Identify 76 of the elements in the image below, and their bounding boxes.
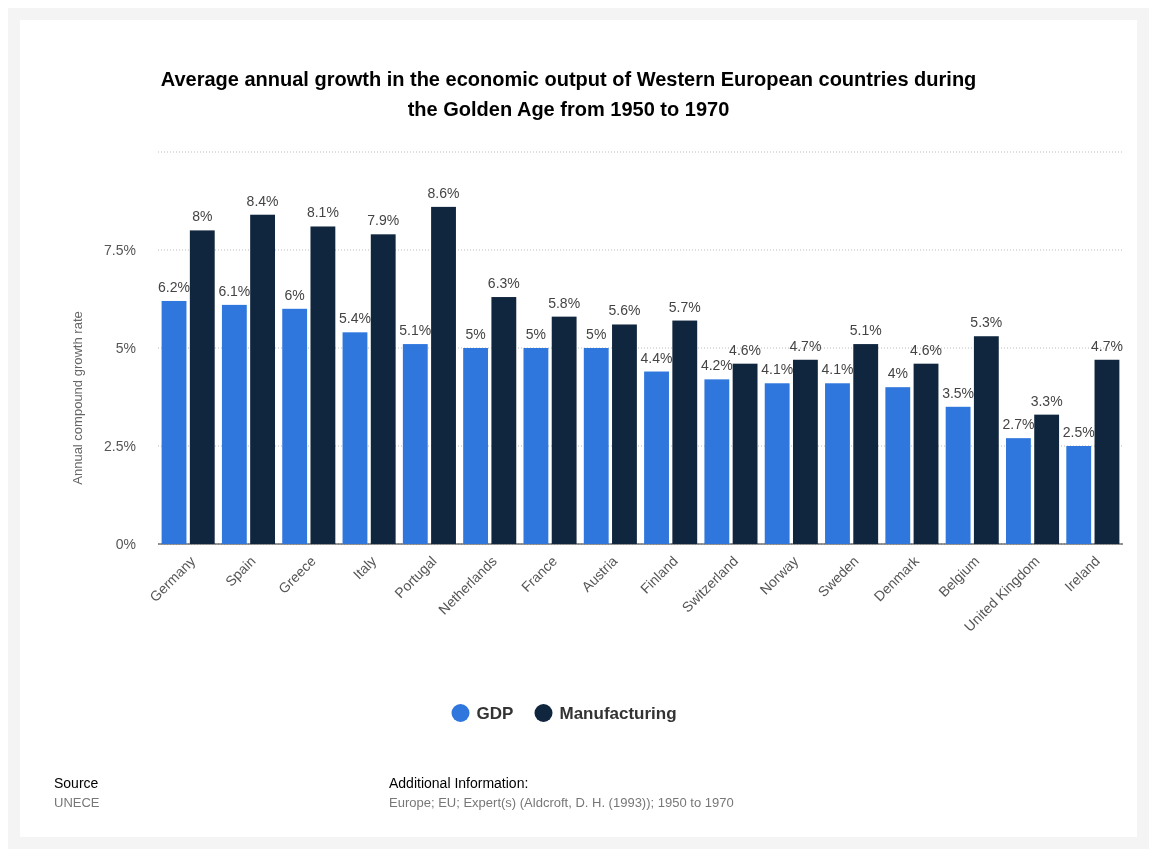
bar [1034, 414, 1060, 544]
data-label: 4.6% [729, 341, 762, 358]
data-label: 4.7% [789, 337, 822, 354]
chart-title: Average annual growth in the economic output of Western European countries during the Golden Age from 1950 to 1970 [160, 68, 977, 120]
data-label: 4.6% [910, 341, 942, 358]
bar [1066, 446, 1092, 544]
y-tick-label: 7.5% [104, 242, 136, 258]
data-label: 7.9% [367, 212, 400, 229]
data-label: 4.2% [700, 357, 733, 374]
bar [732, 363, 758, 544]
data-label: 5.1% [399, 322, 432, 339]
bar [370, 234, 396, 544]
data-label: 6.1% [218, 282, 251, 299]
bar [825, 383, 850, 544]
bar [250, 214, 276, 544]
data-label: 4.7% [1091, 337, 1123, 354]
data-label: 8% [192, 208, 213, 225]
bar [612, 324, 637, 544]
data-label: 5% [586, 326, 607, 342]
data-label: 5.1% [849, 322, 882, 339]
text: Europe; EU; Expert(s) (Aldcroft, D. H. (1993)); 1950 to 1970 [389, 795, 734, 810]
data-label: 5% [525, 326, 547, 342]
bar [221, 304, 247, 544]
data-label: 3.5% [942, 384, 975, 401]
bar [189, 230, 215, 544]
data-label: 6% [284, 286, 305, 303]
legend-label: Manufacturing [559, 704, 677, 723]
bar [704, 379, 730, 544]
data-label: 8.1% [306, 204, 339, 221]
text: Additional Information: [389, 775, 529, 791]
text: UNECE [54, 795, 100, 810]
bar [282, 308, 308, 544]
bar [431, 206, 456, 544]
data-label: 5.8% [548, 294, 581, 311]
bar [672, 320, 698, 544]
y-tick-label: 5% [115, 340, 136, 356]
bar [402, 344, 428, 544]
data-label: 5% [465, 326, 486, 342]
bar [644, 371, 669, 544]
bar [310, 226, 336, 544]
bar [1005, 438, 1031, 544]
bar [885, 387, 911, 544]
y-tick-label: 0% [115, 536, 136, 552]
bar [161, 300, 187, 544]
bar [1094, 359, 1120, 544]
bar [551, 316, 577, 544]
bar [523, 348, 549, 544]
bar [342, 332, 368, 544]
bar [583, 348, 609, 544]
text: Source [54, 775, 99, 791]
bar [853, 344, 879, 544]
data-label: 8.4% [246, 192, 279, 209]
y-tick-label: 2.5% [104, 438, 136, 454]
data-label: 6.3% [487, 275, 520, 292]
data-label: 4.1% [821, 361, 854, 378]
y-axis-title: Annual compound growth rate [70, 311, 85, 485]
data-label: 6.2% [158, 278, 190, 295]
data-label: 3.3% [1030, 392, 1063, 409]
bar [491, 297, 517, 544]
bar [792, 359, 818, 544]
legend-label: GDP [476, 704, 514, 723]
data-label: 5.7% [668, 298, 701, 315]
bar [463, 348, 489, 544]
bar [913, 363, 939, 544]
x-tick-label: Italy [349, 552, 380, 583]
bar [973, 336, 999, 544]
data-label: 4.1% [761, 361, 794, 378]
data-label: 4.4% [640, 349, 673, 366]
data-label: 5.3% [970, 314, 1003, 331]
data-label: 5.6% [608, 302, 641, 319]
data-label: 4% [887, 365, 908, 382]
data-label: 8.6% [427, 184, 460, 201]
data-label: 2.7% [1002, 416, 1035, 433]
bar [764, 383, 790, 544]
bar [945, 406, 971, 544]
data-label: 5.4% [339, 310, 371, 327]
